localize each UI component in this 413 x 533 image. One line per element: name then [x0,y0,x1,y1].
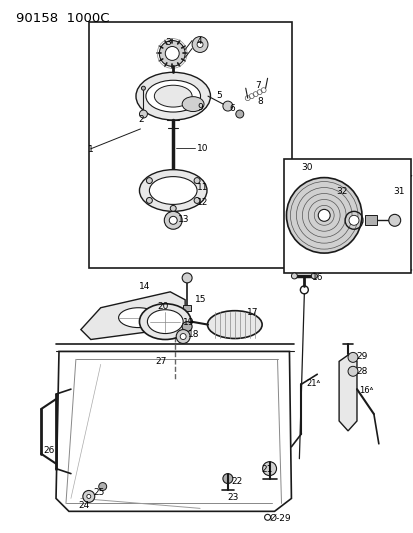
Circle shape [197,42,202,47]
Text: 25: 25 [93,488,105,497]
Circle shape [291,273,297,279]
Circle shape [98,482,107,490]
Ellipse shape [147,310,183,334]
Circle shape [388,214,400,227]
Polygon shape [81,292,185,340]
Circle shape [286,177,361,253]
Bar [183,305,191,311]
Circle shape [164,212,182,229]
Bar [364,215,376,225]
Circle shape [169,216,177,224]
Text: 15: 15 [195,295,206,304]
Circle shape [139,110,147,118]
Text: 90158  1000C: 90158 1000C [16,12,109,25]
Text: 9: 9 [197,103,202,112]
Text: 32: 32 [335,187,347,196]
Circle shape [222,101,232,111]
Bar [88,22,292,268]
Circle shape [311,273,316,279]
Text: 28: 28 [355,367,366,376]
Text: 14: 14 [138,282,150,291]
Text: 3: 3 [165,37,171,46]
Text: 12: 12 [197,198,208,207]
Text: 18: 18 [188,329,199,338]
Ellipse shape [154,85,192,107]
Text: 26: 26 [43,446,55,455]
Circle shape [180,334,186,340]
Text: 24: 24 [78,502,89,511]
Text: 19: 19 [183,318,194,327]
Ellipse shape [139,304,191,340]
Text: 16ᴬ: 16ᴬ [358,386,373,395]
Polygon shape [338,354,356,431]
Text: 27: 27 [155,358,166,366]
Text: 11: 11 [197,183,208,191]
Circle shape [159,41,185,66]
Text: 2: 2 [138,115,144,124]
Circle shape [165,46,179,60]
Ellipse shape [182,96,204,111]
Circle shape [262,462,276,475]
Ellipse shape [135,72,210,120]
Ellipse shape [118,308,158,328]
Circle shape [347,352,357,362]
Circle shape [146,177,152,183]
Circle shape [176,329,190,343]
Text: 10: 10 [197,144,208,153]
Text: 1: 1 [88,145,93,154]
Text: 17: 17 [246,308,258,317]
Circle shape [348,215,358,225]
Circle shape [194,177,199,183]
Circle shape [194,197,199,204]
Text: 5: 5 [216,91,221,100]
Text: 31: 31 [393,187,404,196]
Circle shape [170,205,176,212]
Circle shape [182,273,192,283]
Text: Ø-29: Ø-29 [269,513,290,522]
Text: 30: 30 [301,163,312,172]
Text: 23: 23 [227,494,239,503]
Text: 6: 6 [229,104,235,113]
Text: 8: 8 [257,97,263,106]
Text: 20: 20 [157,302,169,311]
Text: 21ᴬ: 21ᴬ [306,379,320,388]
Text: 7: 7 [255,81,261,90]
Text: 16: 16 [311,273,323,282]
Circle shape [318,209,330,221]
Ellipse shape [139,169,206,212]
Ellipse shape [149,176,197,205]
Circle shape [192,37,207,52]
Circle shape [222,474,232,483]
Circle shape [347,366,357,376]
Text: 29: 29 [355,352,366,361]
Circle shape [182,321,192,332]
Circle shape [87,495,90,498]
Text: 4: 4 [196,37,201,45]
Text: 22: 22 [231,477,242,486]
Ellipse shape [145,80,200,112]
Wedge shape [286,197,323,234]
Polygon shape [56,351,291,511]
Circle shape [146,197,152,204]
Text: 21: 21 [261,465,272,474]
Ellipse shape [207,311,261,338]
Bar [284,159,410,273]
Circle shape [83,490,95,503]
Text: 13: 13 [178,215,189,224]
Circle shape [235,110,243,118]
Circle shape [141,86,145,90]
